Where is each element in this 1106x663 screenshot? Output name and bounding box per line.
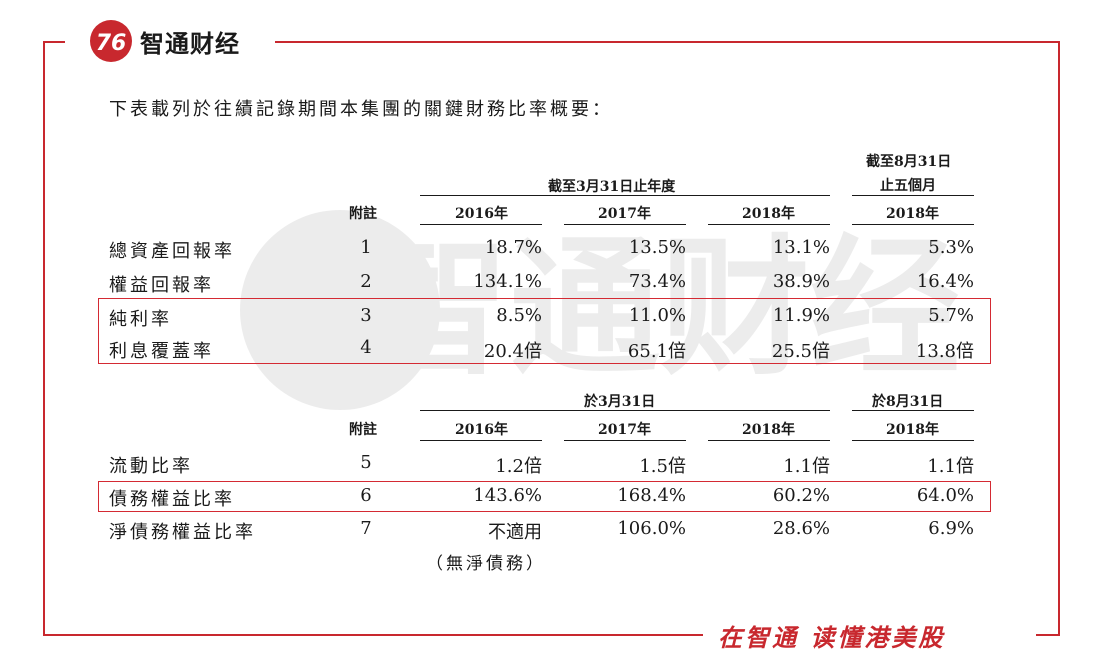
table1-cell: 13.5%: [628, 237, 686, 258]
table1-right-rule: [852, 195, 974, 196]
table2-year-rule: [708, 440, 830, 441]
table2-cell: 168.4%: [617, 485, 686, 506]
brand-logo: 76 智通财经: [90, 20, 240, 62]
table1-year-header: 2018年: [742, 206, 795, 222]
frame-top-border: [275, 41, 1060, 43]
table1-row-label: 利息覆蓋率: [109, 341, 214, 362]
table1-cell: 8.5%: [496, 305, 542, 326]
table2-year-rule: [420, 440, 542, 441]
frame-top-border: [43, 41, 65, 43]
table2-year-header: 2018年: [742, 422, 795, 438]
table1-row-label: 權益回報率: [109, 275, 214, 296]
table2-footnote: （無淨債務）: [426, 554, 546, 574]
table2-group-header: 於3月31日: [584, 394, 656, 410]
svg-text:智通财经: 智通财经: [360, 222, 960, 396]
table1-cell: 16.4%: [916, 271, 974, 292]
table1-cell: 13.1%: [772, 237, 830, 258]
table1-cell: 11.0%: [628, 305, 686, 326]
table1-cell: 18.7%: [484, 237, 542, 258]
table1-row-label: 總資產回報率: [109, 241, 235, 262]
table1-row-note: 1: [360, 237, 372, 258]
table1-cell: 5.3%: [928, 237, 974, 258]
table1-note-header: 附註: [349, 206, 377, 222]
table1-year-header: 2018年: [886, 206, 939, 222]
table2-cell: 106.0%: [617, 518, 686, 539]
table2-row-note: 6: [360, 485, 372, 506]
table2-row-label: 債務權益比率: [109, 489, 235, 510]
table2-year-header: 2017年: [598, 422, 651, 438]
table2-year-rule: [564, 440, 686, 441]
brand-slogan: 在智通 读懂港美股: [718, 624, 946, 652]
table2-cell: 60.2%: [772, 485, 830, 506]
table2-cell: 28.6%: [772, 518, 830, 539]
svg-text:76: 76: [96, 31, 127, 56]
table1-year-header: 2017年: [598, 206, 651, 222]
table1-year-rule: [852, 224, 974, 225]
table1-right-header-line2: 止五個月: [880, 178, 936, 194]
table2-cell: 1.2倍: [495, 456, 542, 477]
table1-cell: 20.4倍: [483, 341, 542, 362]
table2-row-label: 淨債務權益比率: [109, 522, 256, 543]
table1-cell: 134.1%: [473, 271, 542, 292]
table2-note-header: 附註: [349, 422, 377, 438]
table2-cell: 64.0%: [916, 485, 974, 506]
table1-cell: 38.9%: [772, 271, 830, 292]
table2-year-rule: [852, 440, 974, 441]
table1-row-note: 4: [360, 337, 372, 358]
table1-year-header: 2016年: [455, 206, 508, 222]
zhitong-logo-icon: 76: [90, 20, 132, 62]
table1-year-rule: [564, 224, 686, 225]
highlight-box: [98, 298, 991, 364]
table1-cell: 65.1倍: [627, 341, 686, 362]
table2-row-label: 流動比率: [109, 456, 193, 477]
table1-cell: 11.9%: [772, 305, 830, 326]
frame-bottom-border: [1036, 634, 1060, 636]
table2-right-rule: [852, 410, 974, 411]
frame-right-border: [1058, 43, 1060, 635]
table2-cell: 1.5倍: [639, 456, 686, 477]
table1-row-label: 純利率: [109, 309, 172, 330]
watermark-logo-icon: 智通财经: [240, 210, 960, 410]
table1-cell: 25.5倍: [771, 341, 830, 362]
table2-group-rule: [420, 410, 830, 411]
table1-group-rule: [420, 195, 830, 196]
table2-row-note: 5: [360, 452, 372, 473]
highlight-box: [98, 481, 991, 512]
table1-cell: 13.8倍: [915, 341, 974, 362]
intro-text: 下表載列於往績記錄期間本集團的關鍵財務比率概要：: [109, 99, 613, 120]
frame-left-border: [43, 43, 45, 635]
table2-right-header: 於8月31日: [872, 394, 944, 410]
table1-row-note: 2: [360, 271, 372, 292]
table1-group-header: 截至3月31日止年度: [548, 179, 676, 195]
table1-row-note: 3: [360, 305, 372, 326]
table1-year-rule: [420, 224, 542, 225]
table2-cell: 143.6%: [473, 485, 542, 506]
table2-year-header: 2018年: [886, 422, 939, 438]
table2-cell: 不適用: [488, 522, 542, 543]
table2-cell: 1.1倍: [783, 456, 830, 477]
table1-year-rule: [708, 224, 830, 225]
table2-cell: 6.9%: [928, 518, 974, 539]
frame-bottom-border: [43, 634, 703, 636]
table2-year-header: 2016年: [455, 422, 508, 438]
brand-name: 智通财经: [140, 29, 240, 58]
table2-cell: 1.1倍: [927, 456, 974, 477]
table1-cell: 73.4%: [628, 271, 686, 292]
table1-right-header-line1: 截至8月31日: [866, 154, 952, 170]
table1-cell: 5.7%: [928, 305, 974, 326]
table2-row-note: 7: [360, 518, 372, 539]
